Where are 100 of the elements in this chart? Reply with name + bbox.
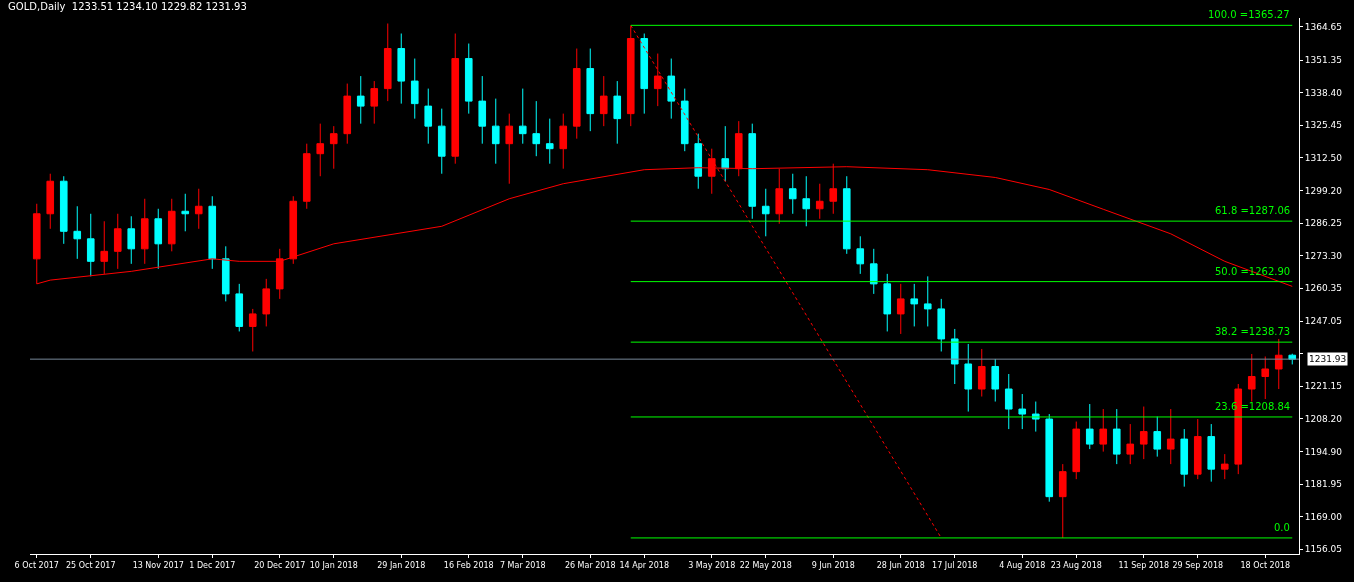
candlestick <box>856 235 865 275</box>
candlestick <box>46 173 55 230</box>
y-tick-label: 1325.45 <box>1304 120 1343 131</box>
y-tick-label: 1156.05 <box>1304 544 1343 555</box>
candlestick <box>910 283 919 327</box>
y-tick-label: 1312.50 <box>1304 152 1343 163</box>
ref-line-label: 1231.93 <box>1309 354 1347 364</box>
candlestick <box>761 188 770 237</box>
candlestick <box>451 33 460 165</box>
candlestick <box>424 88 433 145</box>
candlestick <box>1018 393 1027 430</box>
series-label: 100.0 =1365.27 <box>1208 9 1290 20</box>
candlestick <box>1085 403 1094 450</box>
candlestick <box>883 273 892 332</box>
candlestick <box>842 175 851 255</box>
y-tick-label: 1169.00 <box>1304 511 1343 522</box>
x-tick-label: 1 Dec 2017 <box>189 560 236 570</box>
candlestick <box>235 283 244 332</box>
candlestick <box>1072 421 1081 480</box>
candlestick <box>1180 428 1189 488</box>
candlestick <box>221 245 230 302</box>
candlestick <box>167 198 176 252</box>
candlestick <box>383 23 392 102</box>
candlestick <box>815 183 824 220</box>
candlestick <box>356 75 365 125</box>
y-tick-label: 1273.30 <box>1304 250 1343 261</box>
x-tick-label: 10 Jan 2018 <box>309 560 358 570</box>
candlestick <box>950 328 959 385</box>
x-tick-label: 25 Oct 2017 <box>66 560 116 570</box>
candlestick <box>289 195 298 265</box>
candlestick <box>113 213 122 270</box>
x-tick-label: 16 Feb 2018 <box>443 560 494 570</box>
candlestick <box>316 123 325 177</box>
candlestick <box>302 143 311 210</box>
candlestick <box>100 220 109 275</box>
candlestick <box>667 58 676 120</box>
candlestick <box>1112 408 1121 465</box>
x-tick-label: 17 Jul 2018 <box>932 560 978 570</box>
candlestick <box>140 198 149 265</box>
candlestick <box>559 113 568 170</box>
x-tick-label: 9 Jun 2018 <box>811 560 855 570</box>
candlestick <box>127 215 136 265</box>
candlestick <box>1045 413 1054 503</box>
candlestick <box>208 195 217 270</box>
candlestick <box>478 75 487 145</box>
x-tick-label: 28 Jun 2018 <box>876 560 925 570</box>
candlestick <box>1274 338 1283 390</box>
candlestick <box>748 123 757 220</box>
candlestick <box>599 75 608 127</box>
candlestick <box>518 88 527 145</box>
series-label: 38.2 =1238.73 <box>1215 326 1291 337</box>
candlestick <box>991 358 1000 403</box>
x-tick-label: 13 Nov 2017 <box>132 560 184 570</box>
candlestick <box>869 248 878 295</box>
candlestick <box>586 48 595 132</box>
chart-title: GOLD,Daily 1233.51 1234.10 1229.82 1231.93 <box>8 0 247 12</box>
candlestick <box>721 125 730 182</box>
y-tick-label: 1208.20 <box>1304 413 1343 424</box>
candlestick <box>613 80 622 145</box>
candlestick <box>397 33 406 105</box>
candlestick <box>937 298 946 352</box>
candlestick <box>248 308 257 352</box>
candlestick <box>1139 406 1148 460</box>
x-tick-label: 26 Mar 2018 <box>564 560 616 570</box>
y-tick-label: 1338.40 <box>1304 87 1343 98</box>
candlestick <box>1261 355 1270 400</box>
candlestick <box>532 100 541 157</box>
candlestick <box>923 275 932 327</box>
x-tick-label: 7 Mar 2018 <box>499 560 546 570</box>
candlestick <box>572 48 581 140</box>
candlestick <box>1004 373 1013 430</box>
x-tick-label: 14 Apr 2018 <box>619 560 669 570</box>
x-tick-label: 29 Jan 2018 <box>377 560 426 570</box>
candlestick <box>788 173 797 215</box>
candlestick <box>653 53 662 107</box>
candlestick <box>262 278 271 327</box>
x-tick-label: 3 May 2018 <box>688 560 736 570</box>
candlestick <box>464 43 473 115</box>
x-tick-label: 22 May 2018 <box>739 560 792 570</box>
candlestick <box>410 58 419 120</box>
candlestick <box>1099 408 1108 453</box>
candlestick <box>977 348 986 398</box>
x-tick-label: 18 Oct 2018 <box>1240 560 1290 570</box>
candlestick <box>1193 418 1202 480</box>
y-tick-label: 1286.25 <box>1304 218 1343 229</box>
candlestick <box>1126 423 1135 465</box>
candlestick <box>1220 453 1229 480</box>
candlestick <box>194 188 203 230</box>
candlestick <box>640 33 649 115</box>
y-tick-label: 1194.90 <box>1304 447 1343 458</box>
x-tick-label: 6 Oct 2017 <box>14 560 59 570</box>
candlestick <box>437 108 446 175</box>
candlestick <box>1153 416 1162 458</box>
candlestick <box>86 213 95 277</box>
candlestick <box>505 113 514 185</box>
candlestick <box>370 80 379 125</box>
candlestick <box>680 88 689 152</box>
candlestick <box>802 175 811 227</box>
y-tick-label: 1221.15 <box>1304 381 1343 392</box>
y-tick-label: 1299.20 <box>1304 185 1343 196</box>
